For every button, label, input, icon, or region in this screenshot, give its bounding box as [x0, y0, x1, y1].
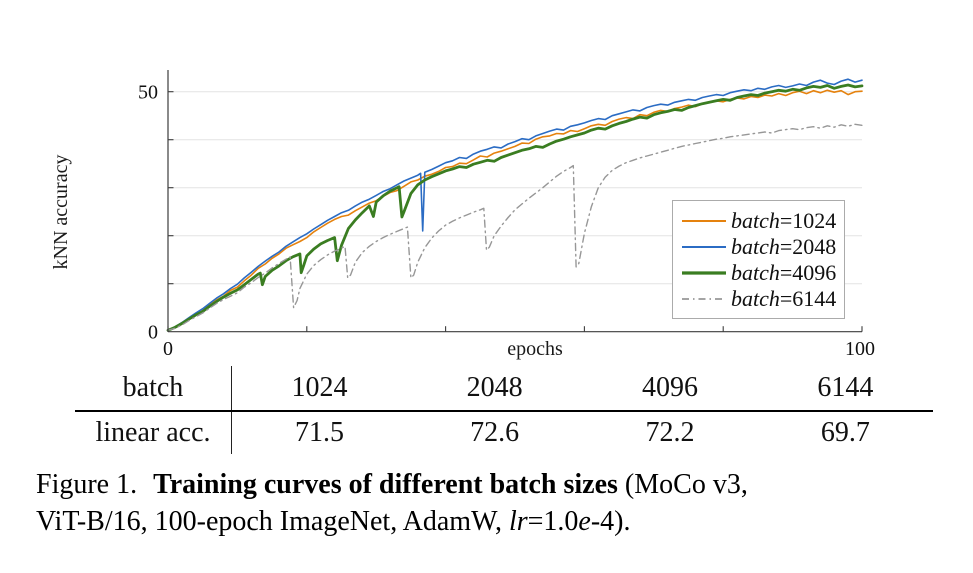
legend-line-sample-6144: [682, 298, 726, 300]
figure-caption: Figure 1. Training curves of different ba…: [36, 466, 966, 540]
legend-item-batch-6144: batch =6144: [681, 286, 836, 312]
legend-item-batch-2048: batch =2048: [681, 234, 836, 260]
legend-label-var: batch: [731, 208, 780, 233]
legend-line-sample-4096: [682, 271, 726, 275]
training-curves-chart: 0 100 50 0 kNN accuracy epochs batch =1024 b…: [50, 70, 875, 360]
table-row-batch: batch 1024 2048 4096 6144: [75, 366, 933, 411]
caption-line-2: ViT-B/16, 100-epoch ImageNet, AdamW, lr=…: [36, 503, 966, 540]
caption-detail: ViT-B/16, 100-epoch ImageNet, AdamW,: [36, 506, 509, 537]
svg-text:0: 0: [163, 338, 173, 360]
legend-label-value: =6144: [779, 286, 837, 311]
table-header-linear-acc: linear acc.: [75, 410, 232, 454]
linear-accuracy-table: batch 1024 2048 4096 6144 linear acc. 71…: [75, 366, 933, 454]
x-axis-label: epochs: [507, 338, 563, 360]
legend-line-sample-2048: [682, 246, 726, 248]
table-cell-acc-4096: 72.2: [582, 410, 758, 454]
caption-figure-number: Figure 1.: [36, 469, 138, 500]
caption-detail: -4).: [590, 506, 631, 537]
legend-label-value: =1024: [779, 208, 837, 233]
table-cell-batch-2048: 2048: [466, 372, 523, 403]
caption-line-1: Figure 1. Training curves of different ba…: [36, 466, 966, 503]
table-cell-batch-6144: 6144: [817, 372, 874, 403]
legend-label-var: batch: [731, 286, 780, 311]
caption-title-bold: Training curves of different batch sizes: [153, 469, 618, 500]
legend-label-value: =2048: [779, 234, 837, 259]
legend-item-batch-1024: batch =1024: [681, 208, 836, 234]
table-cell-batch-1024: 1024: [291, 372, 348, 403]
table-cell-acc-6144: 69.7: [757, 410, 933, 454]
caption-detail: (MoCo v3,: [617, 469, 748, 500]
chart-legend: batch =1024 batch =2048 batch =4096 batch =6…: [672, 200, 845, 319]
svg-text:50: 50: [138, 82, 158, 104]
caption-detail: =1.0: [527, 506, 579, 537]
table-cell-acc-1024: 71.5: [231, 410, 407, 454]
caption-e-italic: e: [578, 506, 591, 537]
table-header-batch: batch: [75, 366, 232, 411]
svg-text:100: 100: [845, 338, 875, 360]
table-row-linear-acc: linear acc. 71.5 72.6 72.2 69.7: [75, 410, 933, 454]
chart-plot-area: 0 100 50 0: [138, 70, 875, 360]
table-cell-acc-2048: 72.6: [406, 410, 583, 454]
legend-item-batch-4096: batch =4096: [681, 260, 836, 286]
svg-text:0: 0: [148, 322, 158, 344]
legend-line-sample-1024: [682, 220, 726, 222]
legend-label-var: batch: [731, 234, 780, 259]
table-cell-batch-4096: 4096: [641, 372, 698, 403]
legend-label-value: =4096: [779, 260, 837, 285]
legend-label-var: batch: [731, 260, 780, 285]
y-axis-label: kNN accuracy: [50, 154, 72, 270]
caption-lr-italic: lr: [508, 506, 528, 537]
